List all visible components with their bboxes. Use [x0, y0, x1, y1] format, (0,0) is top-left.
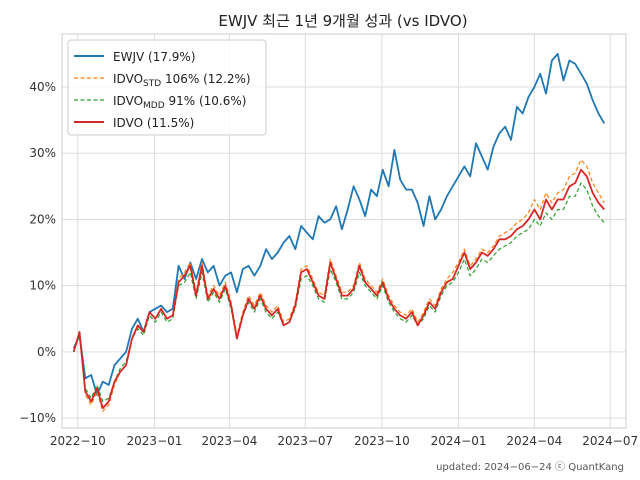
x-axis: 2022−10 2023−01 2023−04 2023−07 2023−10 2024−… [50, 434, 638, 448]
series-line-0 [72, 53, 606, 396]
legend-label-0: EWJV (17.9%) [113, 50, 196, 64]
plot-frame [61, 33, 627, 429]
legend-label-3: IDVO (11.5%) [113, 116, 194, 130]
y-tick-label: 30% [29, 146, 56, 160]
legend-label-1: IDVOSTD 106% (12.2%) [113, 72, 251, 89]
footer-updated: updated: 2024−06−24 ⓒ QuantKang [436, 461, 624, 473]
x-tick-label: 2024−01 [431, 434, 487, 448]
legend-box [67, 39, 267, 136]
x-tick-label: 2022−10 [50, 434, 106, 448]
x-tick-label: 2023−07 [277, 434, 333, 448]
y-tick-label: −10% [19, 411, 56, 425]
legend-label-2: IDVOMDD 91% (10.6%) [113, 94, 246, 111]
legend: EWJV (17.9%) IDVOSTD 106% (12.2%) IDVOMDD … [67, 39, 267, 136]
y-tick-label: 40% [29, 80, 56, 94]
x-tick-label: 2023−01 [127, 434, 183, 448]
x-tick-label: 2023−10 [354, 434, 410, 448]
y-tick-label: 20% [29, 212, 56, 226]
series-line-2 [73, 182, 605, 403]
series-line-3 [72, 168, 605, 410]
y-axis: −10% 0% 10% 20% 30% 40% [19, 80, 56, 425]
y-tick-label: 10% [29, 279, 56, 293]
x-tick-label: 2023−04 [202, 434, 258, 448]
series-layer [72, 53, 606, 412]
x-tick-label: 2024−04 [506, 434, 562, 448]
chart-title: EWJV 최근 1년 9개월 성과 (vs IDVO) [218, 12, 467, 30]
y-tick-label: 0% [37, 345, 56, 359]
x-tick-label: 2024−07 [582, 434, 638, 448]
